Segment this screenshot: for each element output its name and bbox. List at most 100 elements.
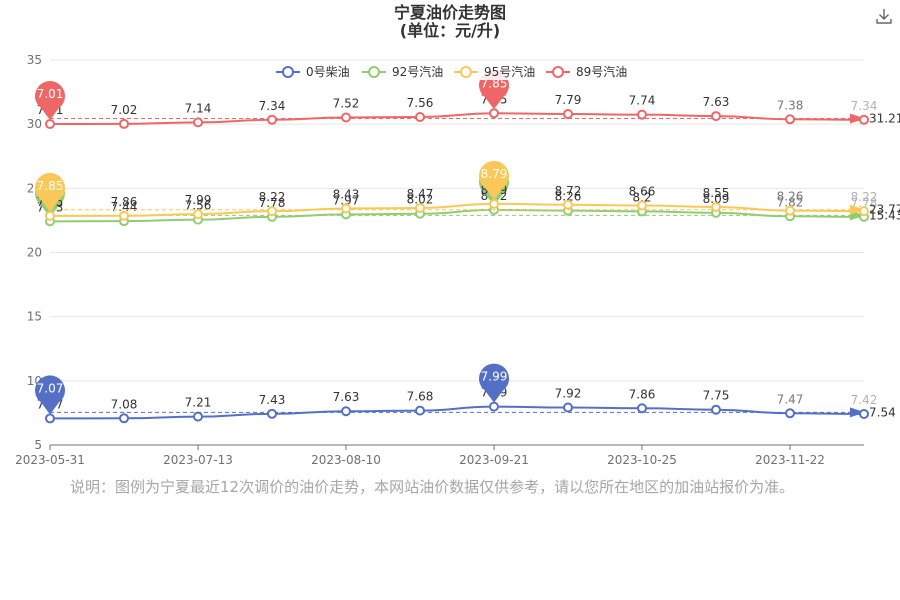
data-label: 7.14 bbox=[185, 101, 212, 115]
data-label: 7.68 bbox=[407, 390, 434, 404]
data-point bbox=[267, 206, 277, 217]
x-tick-label: 2023-09-21 bbox=[459, 453, 529, 467]
data-point bbox=[45, 413, 55, 424]
data-label: 7.63 bbox=[703, 95, 730, 109]
extreme-pin-label: 7.01 bbox=[37, 87, 64, 101]
data-point bbox=[119, 413, 129, 424]
data-label: 7.42 bbox=[851, 393, 878, 407]
data-point bbox=[563, 402, 573, 413]
legend-label: 92号汽油 bbox=[392, 64, 443, 79]
data-label: 8.22 bbox=[259, 190, 286, 204]
y-tick-label: 35 bbox=[27, 53, 42, 67]
data-label: 8.26 bbox=[777, 190, 804, 204]
data-label: 8.55 bbox=[703, 186, 730, 200]
legend-bg bbox=[274, 64, 354, 80]
legend-marker bbox=[282, 66, 294, 78]
legend-marker bbox=[368, 66, 380, 78]
data-label: 7.78 bbox=[259, 196, 286, 210]
data-point bbox=[489, 198, 499, 209]
data-label: 7.38 bbox=[777, 98, 804, 112]
data-label: 7.75 bbox=[703, 389, 730, 403]
download-icon[interactable] bbox=[874, 6, 894, 26]
extreme-pin: 7.07 bbox=[35, 375, 65, 415]
chart-subtitle: (单位：元/升) bbox=[399, 21, 501, 40]
legend-marker bbox=[460, 66, 472, 78]
legend-bg bbox=[544, 64, 624, 80]
series-line bbox=[49, 202, 865, 217]
data-point bbox=[785, 408, 795, 419]
data-label: 8.47 bbox=[407, 187, 434, 201]
data-point bbox=[193, 411, 203, 422]
average-label: 7.54 bbox=[869, 405, 896, 419]
legend-marker bbox=[552, 66, 564, 78]
legend-label: 89号汽油 bbox=[576, 64, 627, 79]
extreme-pin: 7.99 bbox=[479, 363, 510, 403]
legend-bg bbox=[360, 64, 440, 80]
data-label: 7.82 bbox=[777, 195, 804, 209]
data-point bbox=[193, 117, 203, 128]
data-point bbox=[785, 114, 795, 125]
data-point bbox=[267, 114, 277, 125]
data-point bbox=[859, 408, 869, 419]
data-label: 7.52 bbox=[333, 96, 360, 110]
x-tick-label: 2023-07-13 bbox=[163, 453, 233, 467]
data-label: 7.02 bbox=[111, 103, 138, 117]
data-point bbox=[45, 210, 55, 221]
extreme-pin-label: 8.79 bbox=[481, 167, 508, 181]
average-label: 31.21 bbox=[869, 111, 900, 125]
data-label: 8.43 bbox=[333, 187, 360, 201]
series-line bbox=[49, 405, 865, 420]
data-label: 7.44 bbox=[111, 200, 138, 214]
data-point bbox=[489, 108, 499, 119]
extreme-pin-label: 7.07 bbox=[37, 381, 64, 395]
data-point bbox=[341, 406, 351, 417]
chart-title: 宁夏油价走势图 bbox=[393, 3, 506, 22]
data-point bbox=[711, 201, 721, 212]
data-point bbox=[415, 111, 425, 122]
data-point bbox=[637, 109, 647, 120]
data-label: 7.74 bbox=[629, 94, 656, 108]
data-label: 7.21 bbox=[185, 396, 212, 410]
legend-bg bbox=[452, 64, 532, 80]
data-label: 7.63 bbox=[333, 390, 360, 404]
data-point bbox=[341, 112, 351, 123]
series-line bbox=[49, 208, 865, 223]
data-point bbox=[341, 203, 351, 214]
data-point bbox=[415, 405, 425, 416]
data-label: 8.66 bbox=[629, 185, 656, 199]
data-label: 7.43 bbox=[259, 393, 286, 407]
data-label: 8.22 bbox=[851, 190, 878, 204]
data-label: 8.72 bbox=[555, 184, 582, 198]
average-label: 15.43 bbox=[869, 208, 900, 222]
data-label: 7.47 bbox=[777, 392, 804, 406]
data-point bbox=[563, 109, 573, 120]
data-label: 7.97 bbox=[333, 193, 360, 207]
data-point bbox=[415, 202, 425, 213]
chart-note: 说明：图例为宁夏最近12次调价的油价走势，本网站油价数据仅供参考，请以您所在地区… bbox=[70, 478, 795, 496]
data-point bbox=[785, 205, 795, 216]
legend-label: 0号柴油 bbox=[306, 65, 350, 79]
data-label: 8.26 bbox=[555, 190, 582, 204]
data-label: 7.86 bbox=[111, 195, 138, 209]
data-label: 7.34 bbox=[259, 99, 286, 113]
x-tick-label: 2023-08-10 bbox=[311, 453, 381, 467]
extreme-pin: 8.79 bbox=[479, 160, 510, 200]
data-point bbox=[119, 118, 129, 129]
data-point bbox=[563, 199, 573, 210]
chart-title-block: 宁夏油价走势图 (单位：元/升) bbox=[0, 4, 900, 40]
data-point bbox=[859, 114, 869, 125]
data-label: 7.99 bbox=[185, 193, 212, 207]
data-label: 7.56 bbox=[185, 199, 212, 213]
x-tick-label: 2023-11-22 bbox=[755, 453, 825, 467]
data-point bbox=[859, 206, 869, 217]
y-tick-label: 20 bbox=[27, 246, 42, 260]
extreme-pin-label: 7.85 bbox=[37, 179, 64, 193]
series-line bbox=[49, 112, 865, 126]
average-arrow bbox=[850, 113, 865, 124]
x-tick-label: 2023-10-25 bbox=[607, 453, 677, 467]
extreme-pin: 7.85 bbox=[35, 172, 65, 212]
data-label: 7.78 bbox=[851, 196, 878, 210]
data-label: 7.56 bbox=[407, 96, 434, 110]
y-tick-label: 30 bbox=[27, 117, 42, 131]
